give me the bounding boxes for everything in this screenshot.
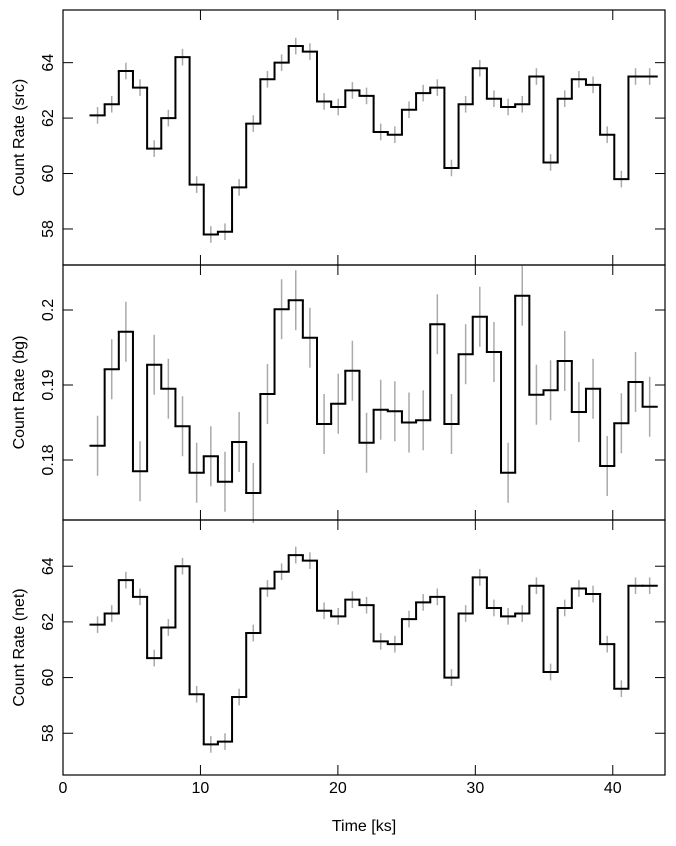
x-axis-label: Time [ks] <box>332 818 396 835</box>
x-tick-label: 40 <box>604 780 622 797</box>
x-tick-label: 10 <box>192 780 210 797</box>
plot-frame <box>62 519 666 776</box>
plot-frame <box>62 9 666 266</box>
y-tick-label: 64 <box>40 557 57 575</box>
y-axis-label: Count Rate (src) <box>11 79 28 196</box>
y-tick-label: 0.19 <box>40 369 57 400</box>
plot-frame <box>62 264 666 521</box>
y-tick-label: 62 <box>40 613 57 631</box>
y-axis-label: Count Rate (net) <box>11 588 28 706</box>
x-tick-label: 20 <box>329 780 347 797</box>
y-tick-label: 0.18 <box>40 444 57 475</box>
y-tick-label: 60 <box>40 669 57 687</box>
x-tick-label: 0 <box>59 780 68 797</box>
y-tick-label: 58 <box>40 220 57 238</box>
y-tick-label: 58 <box>40 724 57 742</box>
y-tick-label: 62 <box>40 109 57 127</box>
y-axis-label: Count Rate (bg) <box>11 336 28 450</box>
x-tick-label: 30 <box>466 780 484 797</box>
y-tick-label: 60 <box>40 165 57 183</box>
y-tick-label: 64 <box>40 54 57 72</box>
y-tick-label: 0.2 <box>40 299 57 321</box>
